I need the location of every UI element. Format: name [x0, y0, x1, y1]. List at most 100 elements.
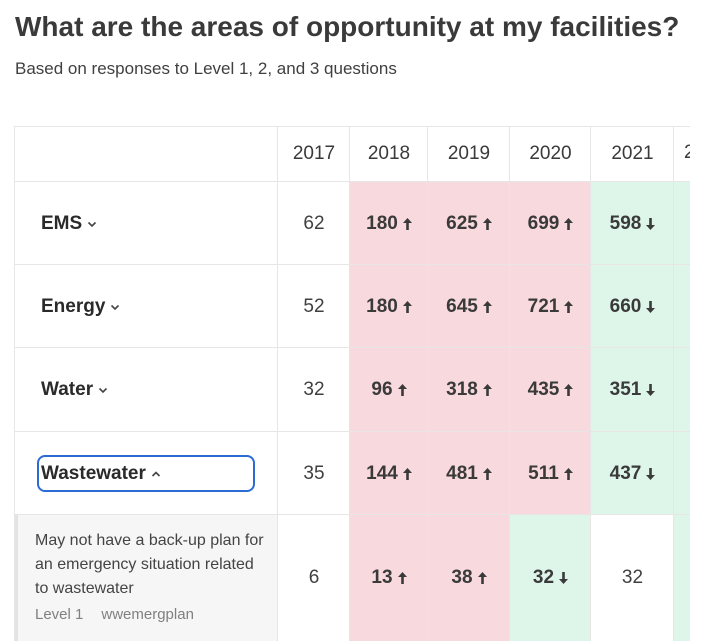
arrow-down-icon [559, 572, 569, 584]
grid-line [509, 126, 510, 641]
cell-energy-2020: 721 [510, 265, 591, 348]
cell-energy-2017-value: 52 [303, 295, 325, 317]
page-subtitle: Based on responses to Level 1, 2, and 3 … [15, 59, 397, 78]
row-label: Energy [41, 295, 106, 317]
table-grid: 32 32 38 13 6 437 511 481 144 35 351 435 318 96 32 660 7… [14, 126, 690, 641]
row-label: Water [41, 379, 94, 400]
grid-line [14, 347, 690, 348]
cell-energy-2017: 52 [278, 265, 350, 348]
arrow-up-icon [482, 300, 492, 313]
cell-detail-2019: 38 [428, 515, 510, 641]
cell-water-2018: 96 [350, 348, 428, 432]
detail-row-description: May not have a back-up plan for an emerg… [35, 532, 264, 597]
grid-line [14, 514, 690, 515]
cell-ems-2017: 62 [278, 182, 350, 265]
row-toggle-water[interactable]: Water [14, 348, 278, 432]
cell-wastewater-2017: 35 [278, 432, 350, 515]
cell-ems-2017-value: 62 [303, 212, 325, 234]
cell-wastewater-2020-value: 511 [528, 462, 559, 484]
grid-line [277, 126, 278, 641]
cell-wastewater-2018: 144 [350, 432, 428, 515]
cell-water-2021: 351 [591, 348, 674, 432]
overflow-cell [674, 432, 690, 515]
arrow-up-icon [564, 217, 574, 230]
grid-line [14, 264, 690, 265]
arrow-up-icon [397, 384, 407, 396]
cell-wastewater-2019-value: 481 [446, 462, 478, 484]
grid-line [673, 126, 674, 641]
column-header-2017: 2017 [292, 143, 336, 164]
cell-water-2020: 435 [510, 348, 591, 432]
cell-detail-2021: 32 [591, 515, 674, 641]
cell-water-2020-value: 435 [527, 379, 560, 400]
arrow-up-icon [563, 467, 573, 480]
row-toggle-wastewater[interactable]: Wastewater [14, 432, 278, 515]
column-header-2021: 2021 [611, 143, 654, 164]
overflow-cell [674, 515, 690, 641]
cell-water-2019-value: 318 [446, 379, 478, 400]
cell-energy-2018: 180 [350, 265, 428, 348]
arrow-up-icon [477, 572, 487, 584]
row-toggle-energy[interactable]: Energy [14, 265, 278, 348]
cell-detail-2018: 13 [350, 515, 428, 641]
cell-wastewater-2020: 511 [510, 432, 591, 515]
cell-detail-2020: 32 [510, 515, 591, 641]
arrow-down-icon [646, 300, 656, 313]
cell-ems-2020-value: 699 [527, 212, 560, 234]
arrow-up-icon [482, 217, 492, 230]
opportunity-table: 32 32 38 13 6 437 511 481 144 35 351 435 318 96 32 660 7… [14, 126, 690, 641]
cell-detail-2019-value: 38 [451, 567, 473, 588]
column-header-overflow: 2 [684, 142, 690, 163]
grid-line [14, 126, 15, 641]
grid-line [427, 126, 428, 641]
arrow-up-icon [482, 467, 492, 480]
column-header-2020: 2020 [529, 143, 572, 164]
row-toggle-ems[interactable]: EMS [14, 182, 278, 265]
arrow-up-icon [402, 217, 412, 230]
overflow-cell [674, 265, 690, 348]
focused-row-outline [37, 455, 255, 492]
cell-water-2019: 318 [428, 348, 510, 432]
arrow-up-icon [397, 572, 407, 584]
grid-line [14, 431, 690, 432]
cell-detail-2020-value: 32 [532, 567, 555, 588]
cell-energy-2021: 660 [591, 265, 674, 348]
arrow-up-icon [564, 384, 574, 396]
cell-ems-2018: 180 [350, 182, 428, 265]
cell-wastewater-2021-value: 437 [609, 462, 642, 484]
detail-row-meta: Level 1 wwemergplan [35, 606, 194, 623]
cell-detail-2017-value: 6 [308, 567, 320, 588]
arrow-up-icon [564, 300, 574, 313]
chevron-down-icon [88, 221, 97, 227]
grid-line [349, 126, 350, 641]
cell-energy-2019-value: 645 [446, 295, 478, 317]
page-title: What are the areas of opportunity at my … [15, 11, 680, 42]
arrow-up-icon [402, 467, 412, 480]
grid-line [590, 126, 591, 641]
arrow-down-icon [646, 384, 656, 396]
detail-row-code: wwemergplan [101, 606, 194, 623]
cell-energy-2018-value: 180 [366, 295, 398, 317]
cell-wastewater-2018-value: 144 [366, 462, 398, 484]
cell-energy-2019: 645 [428, 265, 510, 348]
detail-row-level: Level 1 [35, 606, 84, 623]
cell-water-2017: 32 [278, 348, 350, 432]
cell-detail-2021-value: 32 [621, 567, 644, 588]
arrow-up-icon [482, 384, 492, 396]
row-label: Wastewater [41, 462, 146, 484]
chevron-down-icon [99, 387, 108, 394]
arrow-up-icon [402, 300, 412, 313]
overflow-cell [674, 348, 690, 432]
cell-energy-2020-value: 721 [527, 295, 560, 317]
grid-line [14, 181, 690, 182]
column-header-2019: 2019 [447, 143, 491, 164]
cell-ems-2021-value: 598 [609, 212, 642, 234]
cell-ems-2020: 699 [510, 182, 591, 265]
chevron-down-icon [111, 304, 120, 310]
overflow-cell [674, 182, 690, 265]
cell-ems-2018-value: 180 [366, 212, 398, 234]
column-header-2018: 2018 [367, 143, 411, 164]
cell-detail-2018-value: 13 [371, 567, 393, 588]
grid-line [14, 126, 690, 127]
cell-water-2017-value: 32 [303, 379, 325, 400]
